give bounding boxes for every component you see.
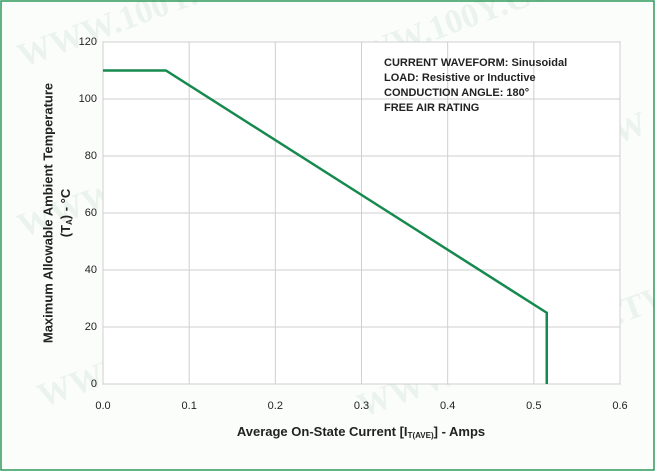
y-tick-label: 0: [91, 378, 97, 390]
y-label-part: ) - °C: [58, 188, 73, 219]
y-tick-label: 100: [79, 93, 97, 105]
y-tick-label: 80: [85, 150, 97, 162]
annotation: CONDUCTION ANGLE: 180°: [384, 87, 529, 99]
annotation: CURRENT WAVEFORM: Sinusoidal: [384, 57, 567, 69]
x-label-sub: T(AVE): [408, 431, 434, 440]
y-tick-label: 40: [85, 264, 97, 276]
x-tick-label: 0.3: [354, 400, 369, 412]
annotation: LOAD: Resistive or Inductive: [384, 72, 536, 84]
y-tick-label: 20: [85, 321, 97, 333]
y-tick-label: 120: [79, 36, 97, 48]
x-tick-label: 0.4: [440, 400, 455, 412]
x-tick-label: 0.5: [526, 400, 541, 412]
x-tick-label: 0.6: [612, 400, 627, 412]
y-axis-label: Maximum Allowable Ambient Temperature (T…: [40, 83, 74, 343]
x-axis-label: Average On-State Current [IT(AVE)] - Amp…: [237, 424, 485, 440]
plot: 0 20 40 60 80 100 120 0.0 0.1 0.2 0.3 0.4 0.5 0.6: [79, 36, 628, 412]
x-tick-label: 0.2: [268, 400, 283, 412]
y-label-line: (TA) - °C: [58, 188, 74, 237]
x-tick-label: 0.1: [182, 400, 197, 412]
y-label-part: (T: [58, 225, 73, 237]
x-label-part: Average On-State Current [I: [237, 424, 408, 439]
y-label-sub: A: [65, 219, 74, 225]
annotation: FREE AIR RATING: [384, 102, 479, 114]
y-label-line: Maximum Allowable Ambient Temperature: [40, 83, 55, 343]
y-tick-label: 60: [85, 207, 97, 219]
line: [103, 69, 549, 384]
x-label-part: ] - Amps: [434, 424, 486, 439]
x-tick-label: 0.0: [95, 400, 110, 412]
